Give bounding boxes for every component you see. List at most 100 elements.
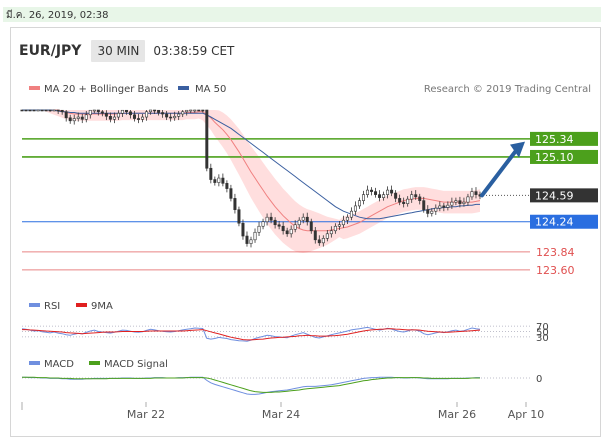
candle-body	[40, 109, 44, 112]
candle-body	[394, 192, 398, 199]
candle-body	[145, 111, 149, 118]
legend-label-rsi: RSI	[44, 301, 60, 312]
candle-body	[217, 177, 221, 183]
pair-title: EUR/JPY	[19, 43, 82, 59]
candle-body	[293, 224, 297, 230]
price-badge-125.10	[530, 149, 598, 164]
candle-body	[116, 112, 120, 118]
candle-body	[345, 216, 349, 221]
candle-body	[157, 109, 161, 113]
candle-body	[137, 118, 141, 120]
legend-label-ma50: MA 50	[195, 84, 226, 95]
forecast-arrow-head	[510, 141, 525, 158]
date-text: มี.ค. 26, 2019, 02:38	[6, 10, 109, 21]
candle-body	[333, 225, 337, 232]
candle-body	[149, 109, 153, 113]
legend-label-ma20: MA 20 + Bollinger Bands	[44, 84, 168, 95]
candle-body	[185, 109, 189, 113]
candle-body	[289, 228, 293, 235]
candle-body	[197, 109, 201, 112]
candle-body	[153, 109, 157, 112]
legend-swatch-rsi	[29, 303, 40, 307]
legend-swatch-ma50	[178, 86, 189, 90]
legend-swatch-macd	[29, 361, 40, 365]
candle-body	[390, 189, 394, 194]
credit-text: Research © 2019 Trading Central	[424, 84, 591, 95]
candle-body	[205, 109, 209, 169]
candle-body	[458, 200, 462, 204]
candle-body	[165, 113, 169, 118]
candle-body	[177, 113, 181, 117]
candle-body	[450, 201, 454, 206]
candle-body	[402, 201, 406, 204]
candle-body	[56, 109, 60, 112]
candle-body	[313, 230, 317, 241]
candle-body	[112, 116, 116, 120]
candle-body	[44, 109, 48, 112]
candle-body	[76, 116, 80, 119]
candle-body	[261, 221, 265, 227]
top-bar: มี.ค. 26, 2019, 02:38	[0, 0, 605, 26]
candle-body	[124, 109, 128, 113]
candle-body	[285, 230, 289, 235]
candle-body	[438, 205, 442, 209]
candle-body	[378, 194, 382, 198]
candle-body	[474, 191, 478, 195]
candle-body	[426, 209, 430, 214]
candle-body	[225, 183, 229, 189]
candle-body	[454, 200, 458, 203]
candle-body	[60, 109, 64, 113]
candle-body	[277, 224, 281, 227]
candle-body	[24, 109, 28, 112]
x-tick-label-2: Mar 26	[438, 408, 476, 421]
candle-body	[398, 198, 402, 203]
candle-body	[189, 109, 193, 112]
candle-body	[28, 109, 32, 112]
candle-body	[233, 198, 237, 210]
price-label-123.84: 123.84	[536, 246, 575, 259]
candle-body	[374, 191, 378, 195]
candle-body	[209, 167, 213, 180]
candle-body	[161, 112, 165, 115]
candle-body	[349, 210, 353, 218]
candle-body	[386, 189, 390, 195]
candle-body	[32, 109, 36, 112]
price-label-125.34: 125.34	[535, 133, 574, 146]
rsi-level-label-30: 30	[536, 333, 549, 344]
candle-body	[301, 216, 305, 221]
candle-body	[237, 209, 241, 224]
chart-header: EUR/JPY 30 MIN 03:38:59 CET	[19, 38, 234, 64]
candle-body	[120, 109, 124, 114]
candle-body	[141, 116, 145, 120]
candle-body	[357, 200, 361, 207]
nine-ma-line	[22, 328, 481, 341]
legend-label-macd: MACD	[44, 359, 74, 370]
candle-body	[132, 114, 136, 119]
candle-body	[88, 109, 92, 116]
candle-body	[72, 118, 76, 122]
candle-body	[48, 109, 52, 112]
candle-body	[128, 111, 132, 116]
rsi-level-label-50: 50	[536, 328, 549, 339]
candle-body	[201, 109, 205, 112]
candle-body	[257, 225, 261, 233]
price-badge-124.24	[530, 214, 598, 229]
candle-body	[193, 109, 197, 112]
legend-swatch-ma20	[29, 86, 40, 90]
candle-body	[361, 194, 365, 201]
candle-body	[108, 115, 112, 120]
price-label-125.10: 125.10	[535, 151, 574, 164]
clock-text: 03:38:59 CET	[153, 44, 235, 58]
candle-body	[317, 239, 321, 244]
candle-body	[245, 235, 249, 244]
legend-swatch-macd-signal	[89, 361, 100, 365]
timeframe-button[interactable]: 30 MIN	[91, 40, 146, 62]
candle-body	[92, 109, 96, 112]
candle-body	[353, 205, 357, 212]
candle-body	[84, 114, 88, 120]
candle-body	[253, 231, 257, 241]
candle-body	[309, 221, 313, 232]
legend-label-macd-signal: MACD Signal	[104, 359, 168, 370]
candle-body	[96, 109, 100, 113]
candle-body	[325, 233, 329, 239]
